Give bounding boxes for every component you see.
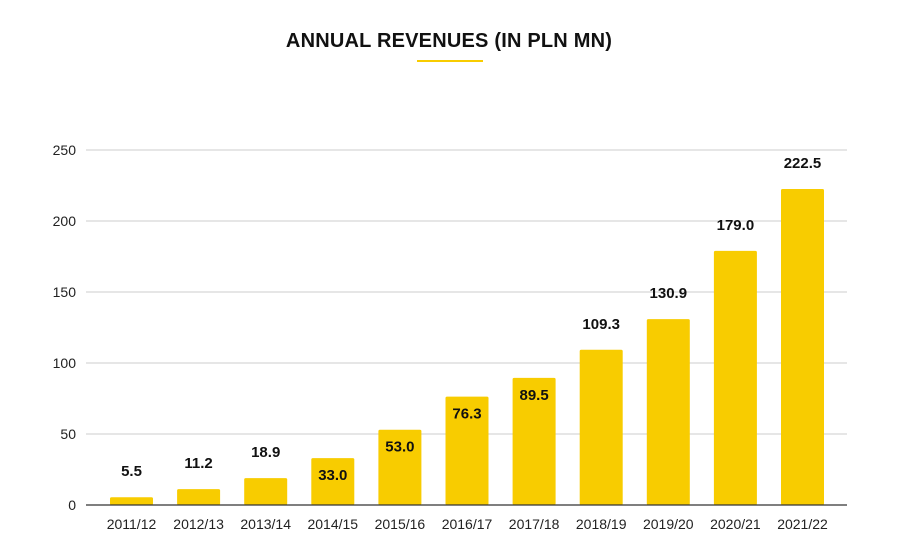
data-labels: 5.5 11.2 18.9 33.0 53.0 76.3 89.5 109.3 130.9 179… <box>121 155 821 484</box>
data-label: 33.0 <box>318 467 347 484</box>
y-tick-label: 250 <box>53 142 77 158</box>
x-tick-label: 2017/18 <box>509 516 560 532</box>
y-axis-ticks: 0 50 100 150 200 250 <box>53 142 77 513</box>
data-label: 222.5 <box>784 155 822 172</box>
bar <box>311 458 355 505</box>
data-label: 109.3 <box>582 316 620 333</box>
bar <box>781 189 824 506</box>
data-label: 130.9 <box>650 285 688 302</box>
bar <box>110 497 153 505</box>
x-tick-label: 2021/22 <box>777 516 828 532</box>
data-label: 18.9 <box>251 444 280 461</box>
bar <box>177 489 221 505</box>
data-label: 11.2 <box>184 455 212 472</box>
bar <box>244 478 288 505</box>
bar <box>378 429 422 505</box>
bar <box>512 377 556 505</box>
x-tick-label: 2020/21 <box>710 516 761 532</box>
x-tick-label: 2018/19 <box>576 516 627 532</box>
data-label: 5.5 <box>121 463 142 480</box>
y-tick-label: 200 <box>53 213 77 229</box>
y-tick-label: 100 <box>53 355 77 371</box>
y-tick-label: 50 <box>60 426 76 442</box>
x-axis-ticks: 2011/12 2012/13 2013/14 2014/15 2015/16 2016/… <box>107 516 828 532</box>
x-tick-label: 2019/20 <box>643 516 694 532</box>
bar <box>445 396 489 505</box>
data-label: 53.0 <box>385 439 414 456</box>
data-label: 179.0 <box>717 217 755 234</box>
bars <box>110 189 824 506</box>
bar <box>713 250 757 505</box>
chart-title: ANNUAL REVENUES (IN PLN MN) <box>285 30 613 52</box>
bar <box>579 349 623 505</box>
y-tick-label: 0 <box>68 497 76 513</box>
bar <box>646 319 690 505</box>
x-tick-label: 2011/12 <box>107 516 157 532</box>
x-tick-label: 2015/16 <box>375 516 426 532</box>
x-tick-label: 2016/17 <box>442 516 493 532</box>
y-tick-label: 150 <box>53 284 77 300</box>
data-label: 76.3 <box>452 406 481 423</box>
title-underline <box>417 60 483 62</box>
data-label: 89.5 <box>519 387 548 404</box>
x-tick-label: 2013/14 <box>240 516 291 532</box>
x-tick-label: 2012/13 <box>173 516 224 532</box>
x-tick-label: 2014/15 <box>307 516 358 532</box>
